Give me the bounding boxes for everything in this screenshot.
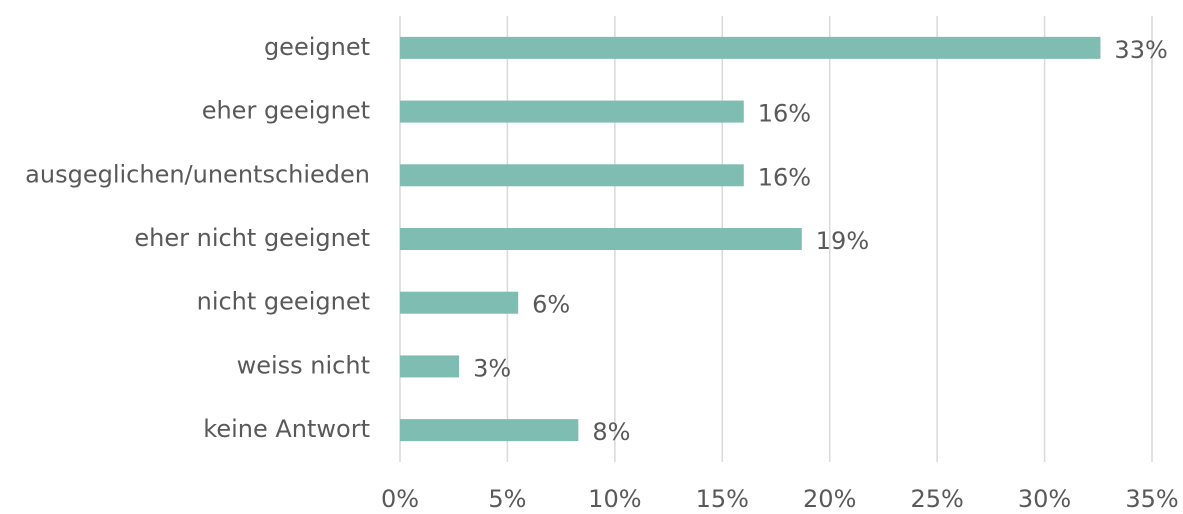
data-label: 33% bbox=[1114, 36, 1167, 64]
data-label: 8% bbox=[592, 418, 630, 446]
bar bbox=[400, 228, 802, 250]
y-tick-label: keine Antwort bbox=[203, 415, 370, 443]
bar bbox=[400, 291, 519, 314]
y-tick-label: geeignet bbox=[264, 33, 370, 61]
x-tick-label: 35% bbox=[1125, 485, 1178, 513]
bar bbox=[400, 36, 1101, 59]
x-tick-label: 30% bbox=[1018, 485, 1071, 513]
x-tick-label: 15% bbox=[696, 485, 749, 513]
bar bbox=[400, 100, 744, 123]
x-tick-label: 25% bbox=[910, 485, 963, 513]
y-tick-label: eher geeignet bbox=[202, 97, 370, 125]
data-label: 16% bbox=[758, 100, 811, 128]
data-label: 16% bbox=[758, 163, 811, 191]
y-tick-label: eher nicht geeignet bbox=[134, 224, 370, 252]
bar bbox=[400, 355, 460, 378]
y-tick-label: weiss nicht bbox=[237, 351, 370, 379]
x-tick-label: 5% bbox=[488, 485, 526, 513]
x-tick-label: 10% bbox=[588, 485, 641, 513]
y-tick-label: nicht geeignet bbox=[197, 288, 370, 316]
bar bbox=[400, 164, 744, 187]
data-label: 3% bbox=[473, 354, 511, 382]
data-label: 19% bbox=[816, 227, 869, 255]
x-tick-label: 0% bbox=[381, 485, 419, 513]
data-label: 6% bbox=[532, 291, 570, 319]
y-tick-label: ausgeglichen/unentschieden bbox=[25, 160, 370, 188]
x-tick-label: 20% bbox=[803, 485, 856, 513]
bar bbox=[400, 419, 579, 442]
